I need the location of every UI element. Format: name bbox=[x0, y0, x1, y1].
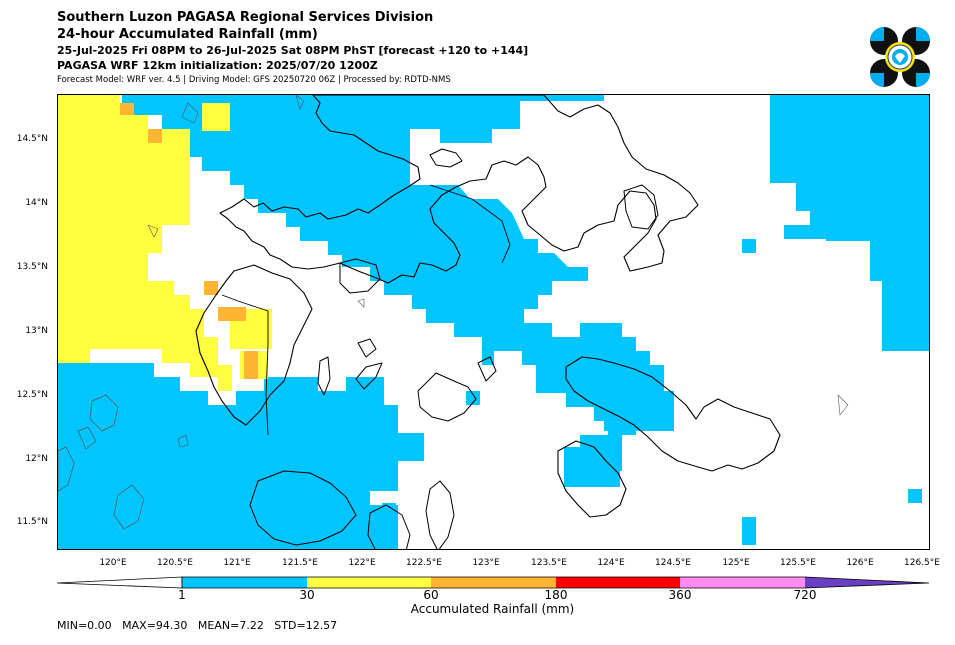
negros-coastline bbox=[367, 504, 411, 549]
calamian-coastline bbox=[77, 394, 145, 530]
colorbar-segment bbox=[307, 577, 431, 588]
x-tick-label: 120°E bbox=[99, 558, 127, 568]
x-tick-label: 124.5°E bbox=[655, 558, 691, 568]
colorbar-label: 360 bbox=[668, 588, 692, 602]
colorbar-segment bbox=[556, 577, 680, 588]
rain-cell-light bbox=[564, 447, 620, 487]
colorbar-label: 1 bbox=[178, 588, 186, 602]
rainfall-grid-svg bbox=[58, 95, 929, 549]
y-tick-label: 14°N bbox=[25, 198, 48, 208]
y-tick-label: 14.5°N bbox=[16, 134, 48, 144]
colorbar-title: Accumulated Rainfall (mm) bbox=[410, 602, 575, 616]
model-initialization: PAGASA WRF 12km initialization: 2025/07/… bbox=[57, 59, 378, 72]
rain-cell-heavy bbox=[244, 351, 258, 379]
colorbar-label: 180 bbox=[544, 588, 568, 602]
colorbar bbox=[56, 576, 930, 589]
colorbar-label: 720 bbox=[793, 588, 817, 602]
rain-cell-light bbox=[644, 391, 672, 419]
y-tick-label: 12°N bbox=[25, 454, 48, 464]
colorbar-label: 30 bbox=[299, 588, 315, 602]
map-title: Southern Luzon PAGASA Regional Services … bbox=[57, 10, 434, 25]
x-tick-label: 126°E bbox=[846, 558, 874, 568]
rain-cell-light bbox=[784, 225, 840, 239]
cebu-coastline bbox=[425, 480, 455, 549]
rain-cell-light bbox=[742, 517, 756, 545]
y-tick-label: 13.5°N bbox=[16, 262, 48, 272]
burias-coastline bbox=[355, 362, 383, 390]
rain-cell-heavy bbox=[218, 307, 246, 321]
colorbar-segment bbox=[182, 577, 307, 588]
ticao-coastline bbox=[477, 356, 497, 382]
rain-area-moderate bbox=[58, 95, 232, 391]
forecast-period: 25-Jul-2025 Fri 08PM to 26-Jul-2025 Sat … bbox=[57, 44, 529, 57]
y-tick-label: 12.5°N bbox=[16, 390, 48, 400]
luzon-coastline bbox=[219, 95, 699, 284]
x-tick-label: 122.5°E bbox=[406, 558, 442, 568]
y-tick-label: 11.5°N bbox=[16, 517, 48, 527]
colorbar-under-triangle bbox=[56, 576, 183, 589]
colorbar-segment bbox=[431, 577, 556, 588]
rain-cell-light bbox=[882, 281, 929, 351]
catanduanes-coastline bbox=[623, 184, 659, 230]
map-subtitle: 24-hour Accumulated Rainfall (mm) bbox=[57, 27, 318, 42]
x-tick-label: 125.5°E bbox=[780, 558, 816, 568]
rain-cell-heavy bbox=[204, 281, 218, 295]
rain-area-light bbox=[58, 95, 664, 485]
x-tick-label: 122°E bbox=[348, 558, 376, 568]
rain-cell-light bbox=[466, 391, 480, 405]
y-tick-label: 13°N bbox=[25, 326, 48, 336]
leyte-coastline bbox=[557, 440, 627, 518]
colorbar-label: 60 bbox=[423, 588, 439, 602]
masbate-coastline bbox=[417, 372, 477, 422]
rain-cell-heavy bbox=[148, 129, 162, 143]
polillo-coastline bbox=[429, 148, 463, 168]
colorbar-over-triangle bbox=[805, 577, 929, 588]
x-tick-label: 123.5°E bbox=[531, 558, 567, 568]
panay-coastline bbox=[249, 470, 357, 546]
rain-cell-light bbox=[742, 239, 756, 253]
rainfall-statistics: MIN=0.00 MAX=94.30 MEAN=7.22 STD=12.57 bbox=[57, 619, 338, 632]
x-tick-label: 120.5°E bbox=[157, 558, 193, 568]
rain-cell-moderate bbox=[202, 103, 230, 131]
boundary-lines bbox=[221, 184, 511, 436]
rain-area-light bbox=[58, 363, 424, 549]
rain-cell-light bbox=[826, 211, 929, 241]
x-tick-label: 123°E bbox=[472, 558, 500, 568]
x-tick-label: 121°E bbox=[223, 558, 251, 568]
mindoro-coastline bbox=[195, 264, 313, 426]
colorbar-segment bbox=[680, 577, 805, 588]
pagasa-logo bbox=[870, 27, 930, 87]
minor-islands-outline bbox=[147, 95, 849, 448]
sibuyan-coastline bbox=[357, 338, 377, 358]
marinduque-coastline bbox=[339, 258, 381, 294]
model-info: Forecast Model: WRF ver. 4.5 | Driving M… bbox=[57, 75, 451, 85]
rainfall-map bbox=[57, 94, 930, 550]
colorbar-outline bbox=[181, 576, 930, 589]
x-tick-label: 121.5°E bbox=[282, 558, 318, 568]
rain-cell-light bbox=[382, 503, 396, 517]
x-tick-label: 125°E bbox=[722, 558, 750, 568]
x-tick-label: 126.5°E bbox=[904, 558, 940, 568]
x-tick-label: 124°E bbox=[597, 558, 625, 568]
tablas-coastline bbox=[317, 356, 331, 396]
palawan-coastline bbox=[58, 446, 75, 492]
rain-cell-light bbox=[908, 489, 922, 503]
samar-coastline bbox=[565, 356, 781, 472]
rain-cell-heavy bbox=[120, 103, 134, 115]
